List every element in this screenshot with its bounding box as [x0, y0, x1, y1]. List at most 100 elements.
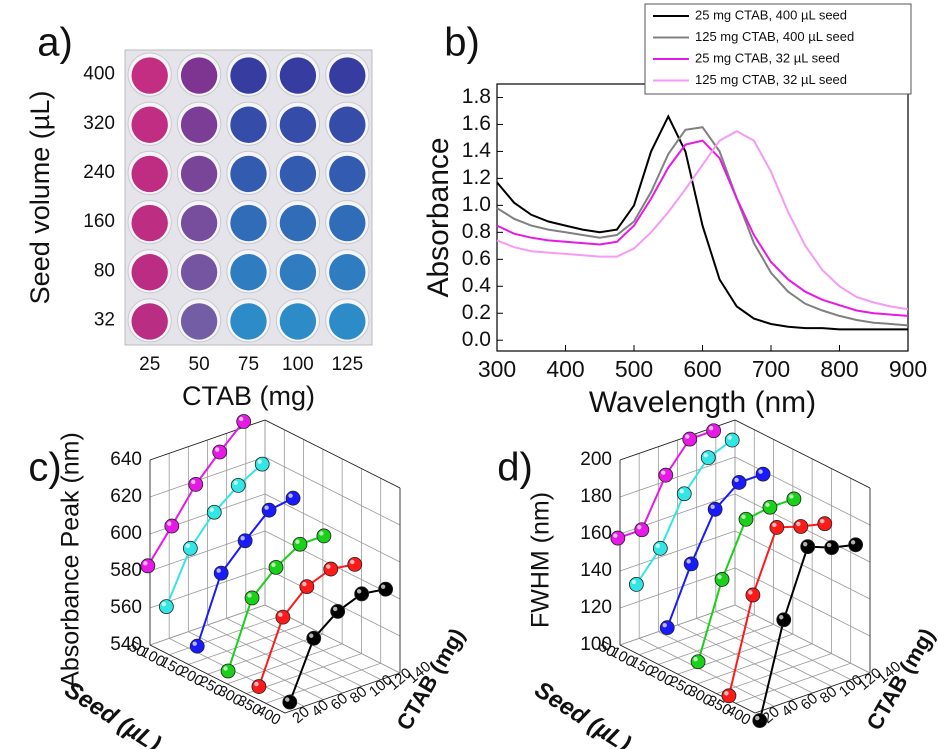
data-point	[323, 561, 339, 577]
x-axis-title: CTAB (mg)	[182, 381, 315, 411]
data-point	[347, 557, 363, 572]
x-tick-label: 75	[238, 354, 259, 375]
spectrum-line	[496, 130, 909, 311]
data-point	[817, 516, 833, 532]
y-tick-label: 0.6	[462, 247, 491, 270]
x-tick-label: 800	[820, 356, 858, 382]
legend-label: 125 mg CTAB, 32 µL seed	[695, 72, 847, 87]
point-highlight	[779, 615, 784, 620]
point-highlight	[613, 533, 618, 538]
data-point	[189, 638, 205, 654]
x-tick-label: 600	[683, 356, 721, 382]
well-liquid	[131, 57, 168, 94]
data-point	[848, 537, 864, 553]
point-highlight	[257, 459, 262, 464]
y-tick-label: 1.2	[462, 166, 491, 189]
data-point	[268, 559, 284, 575]
panel-label: c)	[28, 446, 61, 490]
well-liquid	[131, 303, 168, 340]
z-tick-label: 140	[580, 560, 612, 581]
spectrum-line	[496, 139, 909, 317]
data-point	[634, 522, 650, 538]
data-point	[683, 556, 699, 572]
well-liquid	[230, 155, 267, 193]
point-highlight	[223, 666, 228, 671]
point-highlight	[703, 452, 708, 458]
panel-label: a)	[37, 21, 73, 65]
point-highlight	[271, 562, 276, 568]
point-highlight	[717, 574, 722, 580]
point-highlight	[826, 542, 832, 548]
seed-tick-label: 50	[596, 638, 619, 661]
point-highlight	[693, 657, 698, 662]
point-highlight	[302, 581, 307, 587]
well-liquid	[230, 254, 267, 291]
point-highlight	[631, 579, 637, 585]
point-highlight	[319, 531, 324, 536]
data-point	[762, 499, 778, 515]
well-liquid	[230, 303, 267, 340]
data-point	[824, 540, 840, 555]
point-highlight	[143, 561, 148, 566]
legend-label: 125 mg CTAB, 400 µL seed	[695, 29, 854, 44]
point-highlight	[333, 606, 338, 612]
data-point	[251, 679, 267, 694]
data-point	[724, 432, 740, 448]
point-highlight	[209, 507, 214, 512]
point-highlight	[710, 504, 715, 509]
data-point	[682, 431, 698, 447]
grid-line	[264, 567, 401, 637]
well-liquid	[131, 254, 168, 291]
data-point	[800, 539, 816, 555]
point-highlight	[238, 416, 244, 422]
z-tick-label: 200	[580, 449, 612, 470]
point-highlight	[192, 641, 197, 646]
well-liquid	[329, 57, 366, 94]
point-highlight	[661, 470, 666, 475]
y-tick-label: 0.0	[462, 328, 491, 351]
point-highlight	[727, 435, 732, 440]
grid-line	[677, 624, 813, 694]
data-point	[237, 533, 253, 549]
x-axis-title: Wavelength (nm)	[589, 386, 816, 419]
z-tick-label: 100	[580, 634, 612, 655]
point-highlight	[254, 681, 259, 687]
data-point	[275, 609, 291, 625]
y-tick-label: 160	[83, 211, 115, 232]
grid-line	[638, 637, 775, 707]
z-tick-label: 560	[110, 597, 142, 618]
well-liquid	[329, 303, 366, 340]
z-tick-label: 600	[110, 523, 142, 544]
data-point	[658, 467, 674, 483]
point-highlight	[655, 543, 661, 549]
point-highlight	[789, 494, 794, 499]
point-highlight	[662, 623, 667, 628]
x-tick-label: 900	[889, 356, 927, 382]
point-highlight	[233, 480, 238, 486]
z-axis-title: Absorbance Peak (nm)	[57, 432, 85, 688]
y-tick-label: 1.8	[462, 85, 491, 108]
data-point	[707, 501, 723, 517]
well-liquid	[279, 303, 317, 340]
point-highlight	[637, 525, 642, 530]
axis-edge	[264, 419, 401, 489]
well-liquid	[329, 254, 366, 291]
data-point	[776, 612, 792, 628]
point-highlight	[686, 559, 691, 564]
y-axis-title: Absorbance	[422, 137, 455, 297]
x-tick-label: 700	[752, 356, 790, 382]
point-highlight	[850, 540, 856, 545]
data-point	[261, 502, 277, 518]
well-liquid	[180, 57, 218, 94]
data-point	[206, 504, 222, 520]
data-point	[700, 450, 716, 466]
data-point	[220, 663, 236, 679]
grid-line	[188, 631, 324, 701]
axis-edge	[284, 672, 401, 714]
data-point	[610, 530, 626, 546]
x-tick-label: 50	[189, 354, 210, 375]
well-liquid	[180, 204, 218, 242]
grid-line	[264, 493, 401, 563]
x-tick-label: 100	[282, 354, 314, 375]
